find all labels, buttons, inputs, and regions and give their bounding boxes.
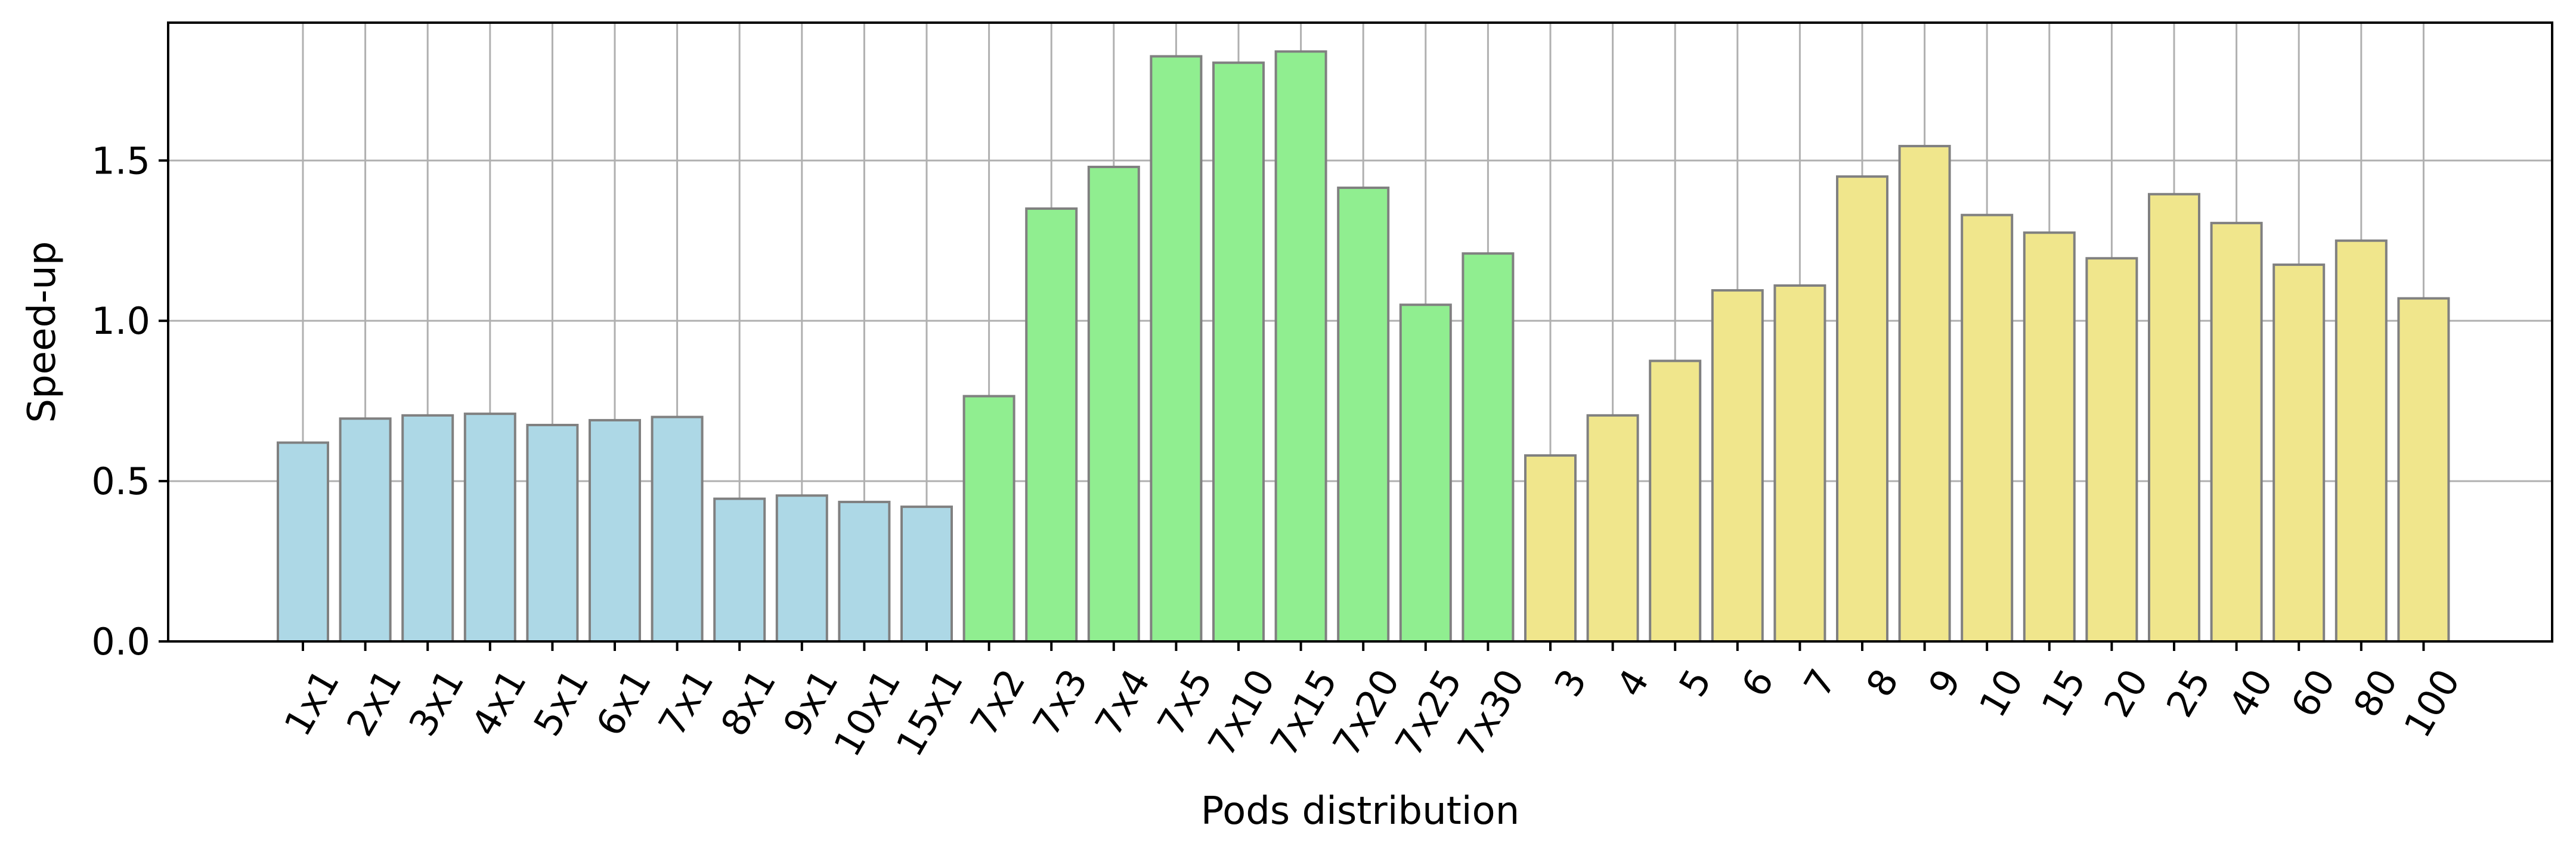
x-tick-label: 80 [2345, 662, 2406, 724]
y-tick-label: 0.0 [91, 620, 150, 663]
bar-7x3 [1025, 207, 1078, 643]
x-tick-label: 7x1 [650, 662, 722, 743]
x-tick-label: 8x1 [712, 662, 784, 743]
x-tick-label: 7x2 [962, 662, 1034, 743]
bar-3 [1524, 454, 1577, 643]
bar-4x1 [463, 413, 516, 643]
bar-7 [1773, 284, 1826, 643]
y-axis-label: Speed-up [20, 241, 64, 423]
x-tick-label: 4 [1608, 662, 1658, 704]
bar-15 [2023, 231, 2076, 643]
bar-9x1 [775, 494, 828, 643]
bar-40 [2210, 222, 2263, 643]
bar-20 [2085, 257, 2138, 643]
x-tick-label: 40 [2220, 662, 2281, 724]
y-tick-label: 1.0 [91, 299, 150, 343]
y-tick-label: 0.5 [91, 460, 150, 503]
bar-10x1 [838, 501, 891, 643]
bar-5x1 [526, 423, 579, 643]
x-tick-label: 7 [1795, 662, 1845, 704]
y-axis-ticks: 0.0 0.5 1.0 1.5 [91, 139, 168, 663]
bar-7x15 [1274, 50, 1327, 643]
bar-8x1 [713, 497, 766, 643]
bar-7x4 [1087, 166, 1140, 643]
bar-7x30 [1462, 252, 1515, 643]
x-tick-label: 25 [2158, 662, 2219, 724]
x-tick-label: 3x1 [400, 662, 472, 743]
bar-7x20 [1337, 186, 1390, 643]
x-tick-label: 6 [1733, 662, 1782, 704]
x-tick-label: 3 [1546, 662, 1595, 704]
x-tick-label: 15x1 [887, 662, 971, 764]
bar-3x1 [401, 414, 454, 643]
x-axis-label: Pods distribution [1201, 789, 1520, 833]
x-tick-label: 7x15 [1262, 662, 1346, 764]
bar-100 [2397, 297, 2450, 643]
bar-25 [2148, 193, 2200, 643]
x-tick-label: 7x10 [1199, 662, 1283, 764]
bar-6 [1711, 289, 1764, 643]
bar-4 [1586, 414, 1639, 643]
x-tick-label: 8 [1857, 662, 1907, 704]
bar-1x1 [277, 441, 329, 643]
bars [277, 50, 2450, 643]
x-tick-label: 7x25 [1386, 662, 1470, 764]
bar-9 [1898, 145, 1951, 643]
x-tick-label: 7x4 [1086, 662, 1159, 743]
plot-frame [167, 21, 2553, 643]
x-tick-label: 7x20 [1324, 662, 1408, 764]
bar-7x2 [962, 395, 1015, 643]
bar-8 [1836, 175, 1888, 643]
x-tick-label: 20 [2095, 662, 2157, 724]
x-tick-label: 15 [2033, 662, 2094, 724]
x-tick-label: 10x1 [825, 662, 909, 764]
x-tick-label: 7x3 [1024, 662, 1096, 743]
bar-7x10 [1212, 61, 1265, 643]
x-axis-ticks: 1x12x13x14x15x16x17x18x19x110x115x17x27x… [275, 641, 2469, 764]
x-tick-label: 10 [1971, 662, 2032, 724]
bar-7x5 [1150, 55, 1203, 643]
bar-7x1 [651, 415, 704, 643]
bar-5 [1649, 359, 1702, 643]
bar-80 [2334, 239, 2388, 643]
x-tick-label: 6x1 [587, 662, 660, 743]
x-tick-label: 100 [2395, 662, 2468, 745]
bar-60 [2272, 263, 2326, 643]
y-tick-label: 1.5 [91, 139, 150, 182]
x-tick-label: 4x1 [463, 662, 535, 743]
bar-6x1 [589, 418, 641, 643]
bar-2x1 [339, 417, 392, 643]
x-tick-label: 5x1 [525, 662, 597, 743]
bar-7x25 [1399, 303, 1452, 643]
x-tick-label: 7x30 [1449, 662, 1533, 764]
x-tick-label: 2x1 [338, 662, 410, 743]
x-tick-label: 60 [2283, 662, 2344, 724]
x-tick-label: 5 [1670, 662, 1720, 704]
bar-15x1 [900, 506, 953, 643]
x-tick-label: 1x1 [275, 662, 348, 743]
bar-10 [1961, 213, 2014, 643]
x-tick-label: 9 [1920, 662, 1970, 704]
